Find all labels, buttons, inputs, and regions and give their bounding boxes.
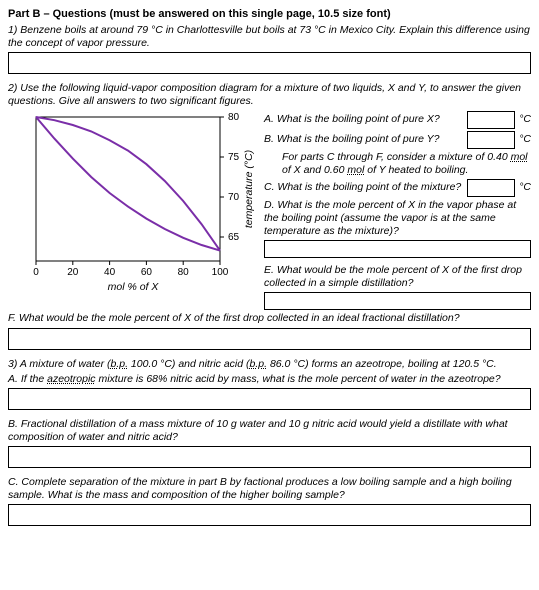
- svg-text:60: 60: [141, 267, 153, 278]
- answer-2c-input[interactable]: [467, 179, 515, 197]
- question-3-intro: 3) A mixture of water (b.p. 100.0 °C) an…: [8, 358, 531, 371]
- svg-text:20: 20: [67, 267, 79, 278]
- unit-2b: °C: [519, 133, 531, 146]
- phase-diagram: 0 20 40 60 80 100 65 70 75 80 temperature (°C) mol…: [8, 111, 258, 293]
- question-2b: B. What is the boiling point of pure Y?: [264, 133, 463, 146]
- svg-text:40: 40: [104, 267, 116, 278]
- question-3c: C. Complete separation of the mixture in…: [8, 476, 531, 502]
- answer-3c-input[interactable]: [8, 504, 531, 526]
- svg-text:75: 75: [228, 152, 240, 163]
- question-2e: E. What would be the mole percent of X o…: [264, 264, 531, 290]
- question-2c: C. What is the boiling point of the mixt…: [264, 181, 463, 194]
- question-2a: A. What is the boiling point of pure X?: [264, 113, 463, 126]
- question-2d: D. What is the mole percent of X in the …: [264, 199, 531, 238]
- unit-2c: °C: [519, 181, 531, 194]
- svg-text:65: 65: [228, 232, 240, 243]
- svg-text:80: 80: [178, 267, 190, 278]
- svg-text:70: 70: [228, 192, 240, 203]
- svg-text:temperature (°C): temperature (°C): [243, 149, 255, 227]
- svg-text:100: 100: [212, 267, 229, 278]
- question-2-intro: 2) Use the following liquid-vapor compos…: [8, 82, 531, 108]
- question-3b: B. Fractional distillation of a mass mix…: [8, 418, 531, 444]
- svg-text:0: 0: [33, 267, 39, 278]
- unit-2a: °C: [519, 113, 531, 126]
- svg-text:80: 80: [228, 112, 240, 123]
- answer-1-input[interactable]: [8, 52, 531, 74]
- answer-2b-input[interactable]: [467, 131, 515, 149]
- answer-3a-input[interactable]: [8, 388, 531, 410]
- answer-3b-input[interactable]: [8, 446, 531, 468]
- question-1: 1) Benzene boils at around 79 °C in Char…: [8, 24, 531, 50]
- question-2f: F. What would be the mole percent of X o…: [8, 312, 531, 325]
- answer-2a-input[interactable]: [467, 111, 515, 129]
- answer-2e-input[interactable]: [264, 292, 531, 310]
- answer-2f-input[interactable]: [8, 328, 531, 350]
- part-b-title: Part B – Questions (must be answered on …: [8, 8, 531, 20]
- question-2-note: For parts C through F, consider a mixtur…: [282, 151, 531, 177]
- answer-2d-input[interactable]: [264, 240, 531, 258]
- question-3a: A. If the azeotropic mixture is 68% nitr…: [8, 373, 531, 386]
- x-axis-label: mol % of X: [8, 281, 258, 293]
